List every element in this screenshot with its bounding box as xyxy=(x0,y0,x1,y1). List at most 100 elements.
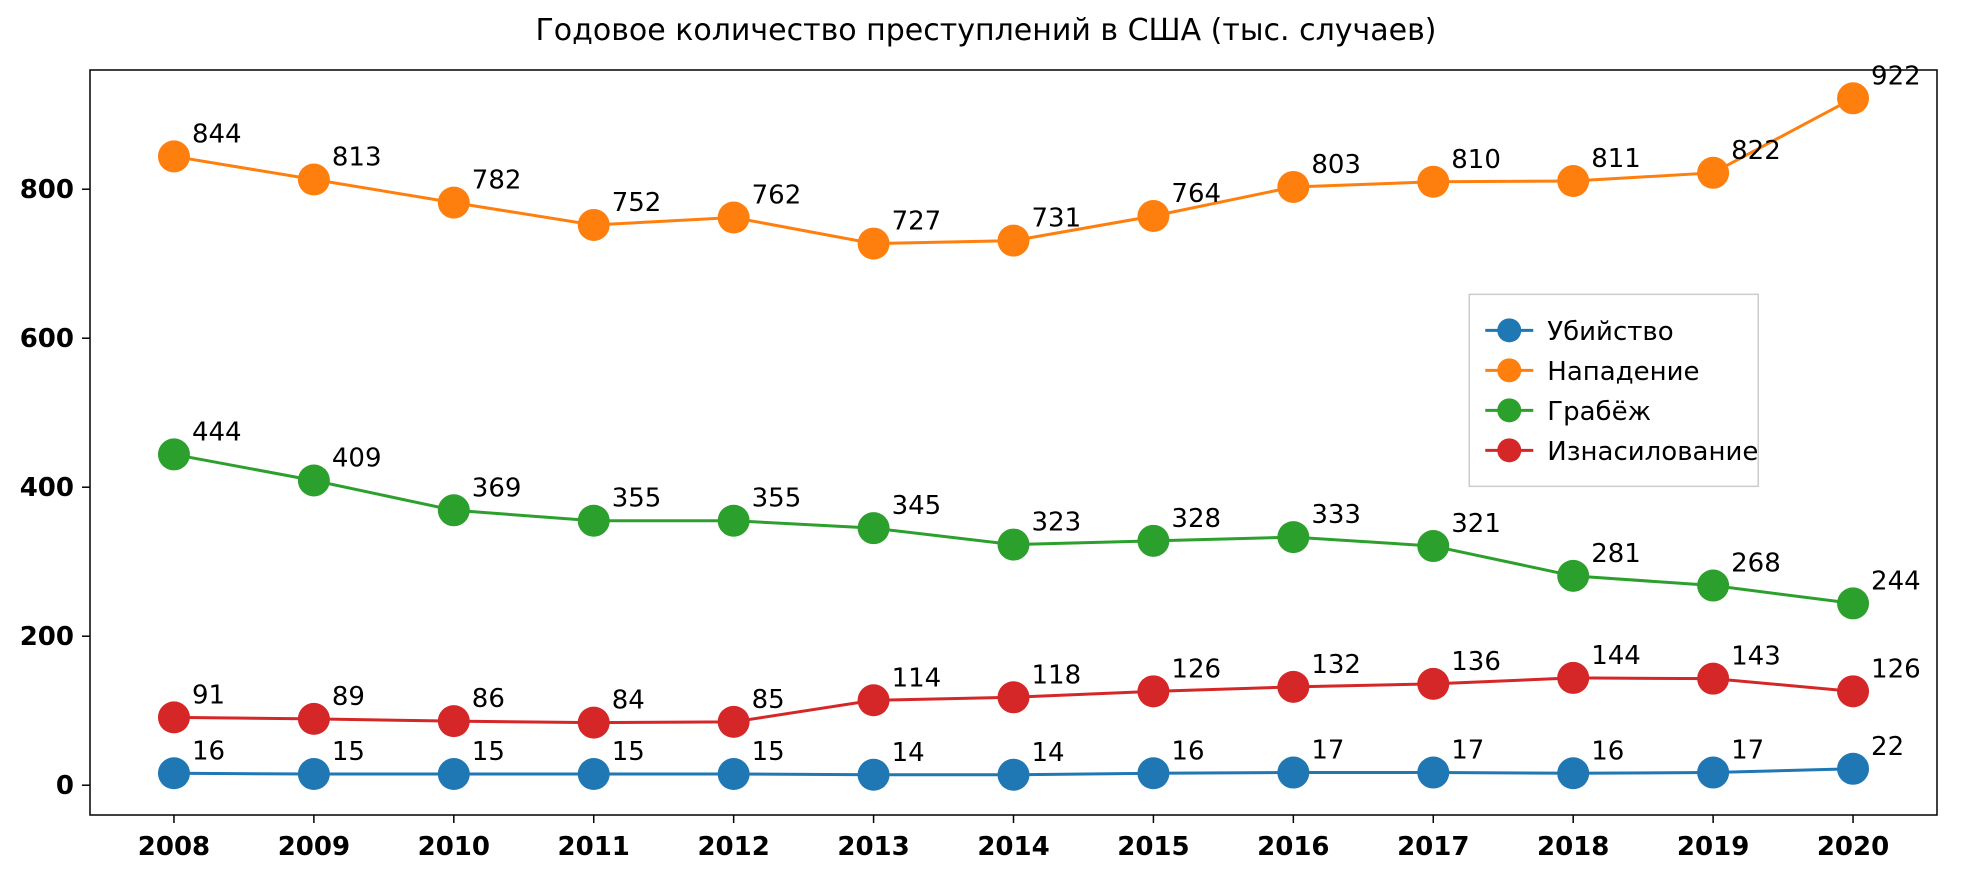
series-marker-0 xyxy=(1557,757,1589,789)
series-marker-2 xyxy=(1277,521,1309,553)
data-label-3-6: 118 xyxy=(1032,660,1082,690)
series-marker-2 xyxy=(298,464,330,496)
data-label-3-0: 91 xyxy=(192,680,225,710)
series-marker-0 xyxy=(158,757,190,789)
series-marker-0 xyxy=(858,759,890,791)
data-label-0-12: 22 xyxy=(1871,732,1904,762)
data-label-1-5: 727 xyxy=(892,207,942,237)
chart-title: Годовое количество преступлений в США (т… xyxy=(536,13,1437,48)
series-marker-1 xyxy=(158,140,190,172)
series-marker-3 xyxy=(1277,671,1309,703)
series-marker-2 xyxy=(858,512,890,544)
series-marker-3 xyxy=(158,701,190,733)
series-marker-3 xyxy=(998,681,1030,713)
data-label-3-11: 143 xyxy=(1731,642,1781,672)
series-marker-0 xyxy=(1277,757,1309,789)
series-marker-0 xyxy=(1417,757,1449,789)
data-label-3-3: 84 xyxy=(612,686,645,716)
legend-label: Изнасилование xyxy=(1547,437,1758,467)
series-marker-3 xyxy=(438,705,470,737)
series-marker-2 xyxy=(998,529,1030,561)
data-label-0-6: 14 xyxy=(1032,738,1065,768)
data-label-0-7: 16 xyxy=(1171,736,1204,766)
data-label-1-7: 764 xyxy=(1171,179,1221,209)
xtick-label: 2010 xyxy=(418,832,490,862)
series-marker-2 xyxy=(1137,525,1169,557)
series-marker-1 xyxy=(1557,165,1589,197)
xtick-label: 2011 xyxy=(558,832,630,862)
data-label-1-1: 813 xyxy=(332,143,382,173)
data-label-2-0: 444 xyxy=(192,417,242,447)
series-marker-0 xyxy=(1697,757,1729,789)
xtick-label: 2014 xyxy=(977,832,1049,862)
data-label-3-7: 126 xyxy=(1171,654,1221,684)
series-marker-0 xyxy=(1837,753,1869,785)
data-label-0-8: 17 xyxy=(1311,736,1344,766)
series-marker-3 xyxy=(1557,662,1589,694)
ytick-label: 800 xyxy=(20,175,74,205)
series-marker-3 xyxy=(718,706,750,738)
series-marker-2 xyxy=(1697,570,1729,602)
data-label-0-9: 17 xyxy=(1451,736,1484,766)
data-label-3-8: 132 xyxy=(1311,650,1361,680)
chart-container: Годовое количество преступлений в США (т… xyxy=(0,0,1972,885)
data-label-2-9: 321 xyxy=(1451,509,1501,539)
series-marker-1 xyxy=(1137,200,1169,232)
data-label-1-11: 822 xyxy=(1731,136,1781,166)
series-marker-2 xyxy=(718,505,750,537)
data-label-2-5: 345 xyxy=(892,491,942,521)
data-label-1-4: 762 xyxy=(752,181,802,211)
data-label-2-6: 323 xyxy=(1032,508,1082,538)
data-label-2-11: 268 xyxy=(1731,549,1781,579)
series-marker-3 xyxy=(858,684,890,716)
xtick-label: 2019 xyxy=(1677,832,1749,862)
legend-marker xyxy=(1497,318,1521,342)
data-label-1-2: 782 xyxy=(472,166,522,196)
xtick-label: 2013 xyxy=(837,832,909,862)
xtick-label: 2009 xyxy=(278,832,350,862)
series-marker-0 xyxy=(718,758,750,790)
data-label-3-10: 144 xyxy=(1591,641,1641,671)
series-marker-3 xyxy=(1837,675,1869,707)
series-marker-0 xyxy=(298,758,330,790)
series-marker-1 xyxy=(858,228,890,260)
data-label-1-10: 811 xyxy=(1591,144,1641,174)
xtick-label: 2017 xyxy=(1397,832,1469,862)
ytick-label: 200 xyxy=(20,622,74,652)
data-label-0-2: 15 xyxy=(472,737,505,767)
series-marker-1 xyxy=(998,225,1030,257)
legend: Убийство Нападение Грабёж Изнасилование xyxy=(1469,294,1758,486)
series-marker-1 xyxy=(1837,82,1869,114)
series-marker-1 xyxy=(718,202,750,234)
data-label-0-0: 16 xyxy=(192,736,225,766)
data-label-1-12: 922 xyxy=(1871,61,1921,91)
legend-label: Убийство xyxy=(1547,317,1673,347)
series-marker-3 xyxy=(298,703,330,735)
data-label-2-1: 409 xyxy=(332,443,382,473)
series-marker-1 xyxy=(298,164,330,196)
data-label-2-7: 328 xyxy=(1171,504,1221,534)
xtick-label: 2018 xyxy=(1537,832,1609,862)
data-label-0-5: 14 xyxy=(892,738,925,768)
data-label-2-2: 369 xyxy=(472,473,522,503)
legend-marker xyxy=(1497,358,1521,382)
ytick-label: 400 xyxy=(20,473,74,503)
data-label-3-2: 86 xyxy=(472,684,505,714)
series-marker-3 xyxy=(1137,675,1169,707)
line-chart: Годовое количество преступлений в США (т… xyxy=(0,0,1972,885)
data-label-0-10: 16 xyxy=(1591,736,1624,766)
data-label-3-1: 89 xyxy=(332,682,365,712)
series-marker-0 xyxy=(1137,757,1169,789)
legend-label: Нападение xyxy=(1547,357,1699,387)
data-label-1-0: 844 xyxy=(192,119,242,149)
legend-label: Грабёж xyxy=(1547,397,1651,427)
data-label-3-12: 126 xyxy=(1871,654,1921,684)
data-label-2-4: 355 xyxy=(752,484,802,514)
series-marker-0 xyxy=(438,758,470,790)
xtick-label: 2020 xyxy=(1817,832,1889,862)
data-label-2-12: 244 xyxy=(1871,566,1921,596)
series-marker-2 xyxy=(438,494,470,526)
data-label-0-1: 15 xyxy=(332,737,365,767)
xtick-label: 2016 xyxy=(1257,832,1329,862)
series-marker-2 xyxy=(1417,530,1449,562)
